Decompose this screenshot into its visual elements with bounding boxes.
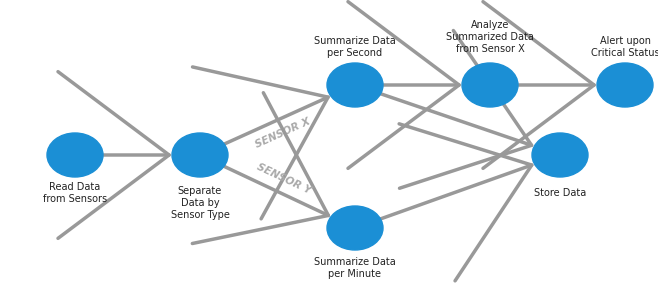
Text: Analyze
Summarized Data
from Sensor X: Analyze Summarized Data from Sensor X	[446, 20, 534, 55]
Ellipse shape	[327, 63, 383, 107]
Text: Alert upon
Critical Status: Alert upon Critical Status	[591, 36, 658, 58]
Ellipse shape	[327, 206, 383, 250]
Text: SENSOR Y: SENSOR Y	[255, 162, 312, 196]
Text: Summarize Data
per Minute: Summarize Data per Minute	[314, 257, 396, 279]
Ellipse shape	[172, 133, 228, 177]
Ellipse shape	[532, 133, 588, 177]
Ellipse shape	[47, 133, 103, 177]
Text: Summarize Data
per Second: Summarize Data per Second	[314, 36, 396, 58]
Text: Separate
Data by
Sensor Type: Separate Data by Sensor Type	[170, 186, 230, 221]
Ellipse shape	[597, 63, 653, 107]
Text: Read Data
from Sensors: Read Data from Sensors	[43, 182, 107, 204]
Text: SENSOR X: SENSOR X	[254, 116, 313, 150]
Ellipse shape	[462, 63, 518, 107]
Text: Store Data: Store Data	[534, 188, 586, 198]
